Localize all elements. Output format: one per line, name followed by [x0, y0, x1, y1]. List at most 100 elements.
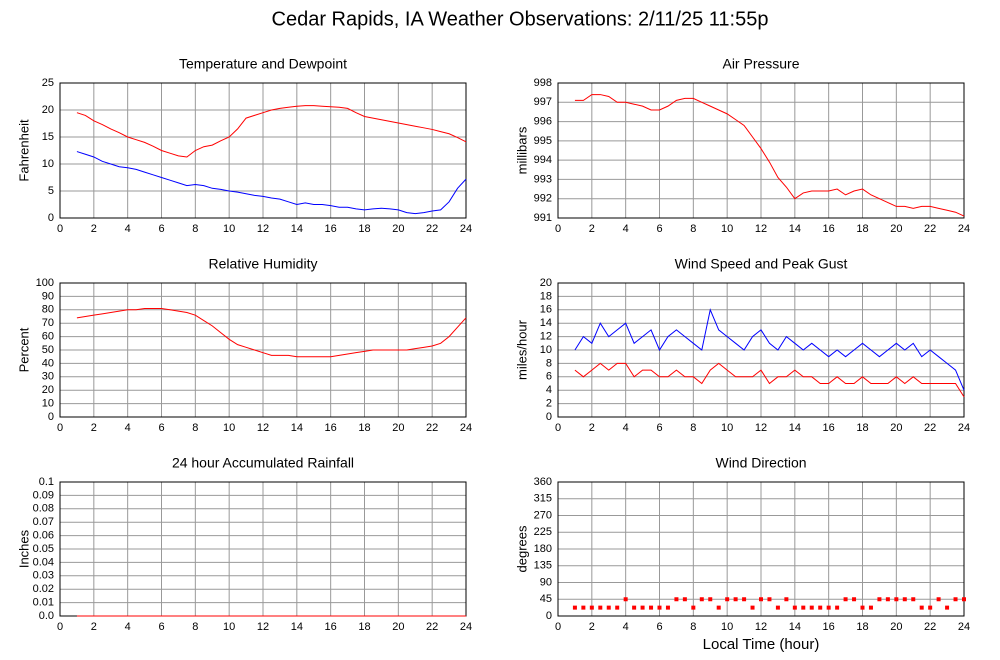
x-tick-label: 16 — [325, 621, 337, 633]
x-tick-label: 20 — [890, 422, 902, 434]
x-tick-label: 14 — [291, 422, 303, 434]
panel-title: Relative Humidity — [209, 256, 318, 272]
data-line — [574, 308, 965, 391]
x-tick-label: 16 — [823, 223, 835, 235]
panel-title: Wind Speed and Peak Gust — [675, 256, 848, 272]
x-tick-label: 6 — [656, 621, 662, 633]
y-tick-label: 50 — [42, 344, 54, 356]
y-tick-label: 225 — [534, 526, 552, 538]
x-axis-label: Local Time (hour) — [703, 636, 820, 653]
panel-title: Wind Direction — [715, 455, 806, 471]
x-tick-label: 22 — [426, 422, 438, 434]
x-tick-label: 20 — [392, 422, 404, 434]
x-tick-label: 8 — [192, 422, 198, 434]
y-tick-label: 0 — [48, 212, 54, 224]
data-point — [902, 597, 907, 602]
x-tick-label: 20 — [392, 621, 404, 633]
x-tick-label: 24 — [958, 621, 970, 633]
y-tick-label: 5 — [48, 185, 54, 197]
data-point — [826, 605, 831, 610]
y-tick-label: 20 — [540, 277, 552, 289]
x-tick-label: 14 — [291, 223, 303, 235]
y-axis-label: Inches — [16, 529, 31, 568]
x-tick-label: 4 — [623, 621, 629, 633]
data-point — [623, 597, 628, 602]
x-tick-label: 0 — [555, 422, 561, 434]
y-tick-label: 10 — [42, 158, 54, 170]
y-tick-label: 996 — [534, 115, 552, 127]
y-tick-label: 45 — [540, 593, 552, 605]
data-point — [750, 605, 755, 610]
y-tick-label: 0 — [48, 411, 54, 423]
data-point — [657, 605, 662, 610]
plot-frame — [59, 82, 467, 219]
data-line — [76, 151, 467, 215]
x-tick-label: 14 — [291, 621, 303, 633]
data-point — [835, 605, 840, 610]
x-tick-label: 0 — [57, 422, 63, 434]
data-point — [852, 597, 857, 602]
data-point — [945, 605, 950, 610]
y-tick-label: 10 — [42, 398, 54, 410]
x-tick-label: 20 — [392, 223, 404, 235]
x-tick-label: 10 — [223, 223, 235, 235]
y-tick-label: 995 — [534, 135, 552, 147]
x-tick-label: 2 — [589, 621, 595, 633]
y-tick-label: 12 — [540, 331, 552, 343]
data-point — [716, 605, 721, 610]
y-tick-label: 991 — [534, 212, 552, 224]
data-point — [877, 597, 882, 602]
y-tick-label: 15 — [42, 131, 54, 143]
data-point — [885, 597, 890, 602]
x-tick-label: 18 — [358, 223, 370, 235]
x-tick-label: 14 — [789, 422, 801, 434]
x-tick-label: 24 — [460, 422, 472, 434]
x-tick-label: 16 — [325, 422, 337, 434]
y-tick-label: 20 — [42, 384, 54, 396]
y-tick-label: 30 — [42, 371, 54, 383]
x-tick-label: 18 — [856, 223, 868, 235]
data-point — [615, 605, 620, 610]
y-tick-label: 998 — [534, 77, 552, 89]
data-point — [818, 605, 823, 610]
data-point — [589, 605, 594, 610]
y-axis-label: Percent — [16, 327, 31, 372]
x-tick-label: 6 — [656, 422, 662, 434]
data-point — [640, 605, 645, 610]
data-point — [911, 597, 916, 602]
x-tick-label: 20 — [890, 223, 902, 235]
x-tick-label: 18 — [856, 422, 868, 434]
x-tick-label: 14 — [789, 223, 801, 235]
y-tick-label: 20 — [42, 104, 54, 116]
y-tick-label: 0.03 — [33, 570, 54, 582]
y-tick-label: 994 — [534, 154, 552, 166]
y-tick-label: 0.01 — [33, 597, 54, 609]
y-tick-label: 0.09 — [33, 489, 54, 501]
x-tick-label: 6 — [158, 223, 164, 235]
x-tick-label: 12 — [755, 621, 767, 633]
y-tick-label: 0.0 — [39, 610, 54, 622]
x-tick-label: 22 — [924, 422, 936, 434]
y-tick-label: 0 — [546, 411, 552, 423]
y-tick-label: 0 — [546, 610, 552, 622]
x-tick-label: 22 — [924, 223, 936, 235]
y-tick-label: 25 — [42, 77, 54, 89]
data-point — [759, 597, 763, 602]
x-tick-label: 4 — [125, 621, 131, 633]
y-tick-label: 315 — [534, 493, 552, 505]
y-tick-label: 0.06 — [33, 530, 54, 542]
data-point — [682, 597, 687, 602]
y-tick-label: 997 — [534, 96, 552, 108]
data-line — [574, 362, 965, 398]
x-tick-label: 24 — [460, 621, 472, 633]
x-tick-label: 10 — [223, 621, 235, 633]
x-tick-label: 6 — [158, 422, 164, 434]
x-tick-label: 14 — [789, 621, 801, 633]
y-tick-label: 10 — [540, 344, 552, 356]
x-tick-label: 10 — [721, 422, 733, 434]
data-point — [962, 597, 966, 602]
x-tick-label: 4 — [125, 422, 131, 434]
x-tick-label: 8 — [690, 223, 696, 235]
data-point — [742, 597, 747, 602]
data-point — [928, 605, 933, 610]
